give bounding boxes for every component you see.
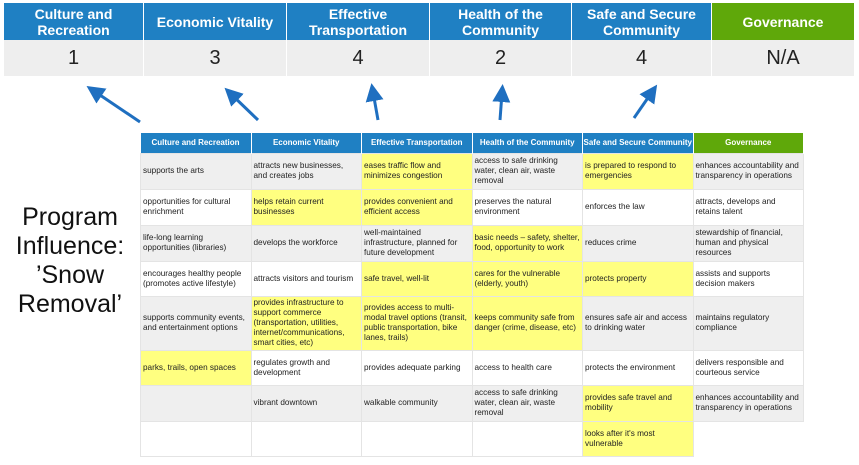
table-row: parks, trails, open spaces regulates grow… [140, 349, 804, 386]
table-header: Safe and Secure Community [582, 133, 694, 153]
table-header: Health of the Community [472, 133, 583, 153]
table-cell: supports community events, and entertain… [140, 295, 252, 351]
table-header: Effective Transportation [361, 133, 473, 153]
category-score: 4 [287, 40, 430, 76]
table-cell: provides safe travel and mobility [582, 384, 694, 422]
category-score: 1 [4, 40, 144, 76]
table-cell: is prepared to respond to emergencies [582, 152, 694, 190]
table-cell: attracts visitors and tourism [250, 260, 362, 297]
table-cell: provides adequate parking [361, 349, 473, 386]
criteria-table: Culture and Recreation Economic Vitality E… [140, 133, 804, 457]
table-cell: regulates growth and development [250, 349, 362, 386]
table-cell: access to safe drinking water, clean air… [471, 384, 583, 422]
arrow-icon [86, 85, 141, 124]
table-cell: protects property [582, 260, 694, 297]
table-cell: develops the workforce [250, 224, 362, 262]
table-cell [140, 384, 252, 422]
table-cell: keeps community safe from danger (crime,… [471, 295, 583, 351]
table-row: supports community events, and entertain… [140, 295, 804, 351]
table-cell: vibrant downtown [250, 384, 362, 422]
table-row: life-long learning opportunities (librar… [140, 224, 804, 262]
table-cell: enhances accountability and transparency… [692, 152, 804, 190]
influence-summary: Culture and Recreation 1 Economic Vitality… [4, 3, 855, 76]
table-cell [693, 421, 804, 456]
table-cell: enforces the law [582, 188, 694, 226]
table-cell: maintains regulatory compliance [692, 295, 804, 351]
table-cell: access to health care [471, 349, 583, 386]
table-cell: provides access to multi-modal travel op… [361, 295, 473, 351]
category-header: Effective Transportation [287, 3, 430, 40]
table-cell: protects the environment [582, 349, 694, 386]
table-cell: provides convenient and efficient access [361, 188, 473, 226]
table-cell: helps retain current businesses [250, 188, 362, 226]
table-cell: life-long learning opportunities (librar… [140, 224, 252, 262]
table-cell: eases traffic flow and minimizes congest… [361, 152, 473, 190]
table-header: Culture and Recreation [140, 133, 252, 153]
category-score: 3 [144, 40, 287, 76]
table-cell [250, 420, 362, 457]
arrow-icon [365, 83, 384, 121]
table-cell: basic needs – safety, shelter, food, opp… [471, 224, 583, 262]
table-cell: safe travel, well-lit [361, 260, 473, 297]
table-row: looks after it's most vulnerable [140, 420, 804, 457]
table-cell: reduces crime [582, 224, 694, 262]
category-header: Safe and Secure Community [572, 3, 712, 40]
category-header: Economic Vitality [144, 3, 287, 40]
table-cell: delivers responsible and courteous servi… [692, 349, 804, 386]
table-cell: ensures safe air and access to drinking … [582, 295, 694, 351]
table-cell: walkable community [361, 384, 473, 422]
table-cell: cares for the vulnerable (elderly, youth… [471, 260, 583, 297]
arrow-icon [492, 84, 511, 121]
table-row: encourages healthy people (promotes acti… [140, 260, 804, 297]
table-row: supports the arts attracts new businesses… [140, 152, 804, 190]
table-cell: supports the arts [140, 152, 252, 190]
table-cell: stewardship of financial, human and phys… [692, 224, 804, 262]
table-cell: preserves the natural environment [471, 188, 583, 226]
table-cell: opportunities for cultural enrichment [140, 188, 252, 226]
category-score: 4 [572, 40, 712, 76]
table-cell [471, 420, 583, 457]
table-header: Governance [693, 133, 804, 153]
table-cell: looks after it's most vulnerable [582, 420, 694, 457]
arrow-icon [632, 84, 658, 119]
table-row: vibrant downtown walkable community access… [140, 384, 804, 422]
table-cell: assists and supports decision makers [692, 260, 804, 297]
table-cell: provides infrastructure to support comme… [250, 295, 362, 351]
program-influence-label: Program Influence: ’Snow Removal’ [15, 203, 125, 318]
table-cell: well-maintained infrastructure, planned … [361, 224, 473, 262]
table-cell: attracts, develops and retains talent [692, 188, 804, 226]
table-row: opportunities for cultural enrichment hel… [140, 188, 804, 226]
table-cell [140, 420, 252, 457]
table-cell: parks, trails, open spaces [140, 349, 252, 386]
table-cell [361, 420, 473, 457]
category-score: N/A [712, 40, 855, 76]
category-header: Health of the Community [430, 3, 572, 40]
table-cell: access to safe drinking water, clean air… [471, 152, 583, 190]
category-score: 2 [430, 40, 572, 76]
arrow-icon [224, 87, 260, 122]
category-header: Governance [712, 3, 855, 40]
table-cell: attracts new businesses, and creates job… [250, 152, 362, 190]
table-header: Economic Vitality [251, 133, 362, 153]
table-cell: encourages healthy people (promotes acti… [140, 260, 252, 297]
category-header: Culture and Recreation [4, 3, 144, 40]
table-cell: enhances accountability and transparency… [692, 384, 804, 422]
